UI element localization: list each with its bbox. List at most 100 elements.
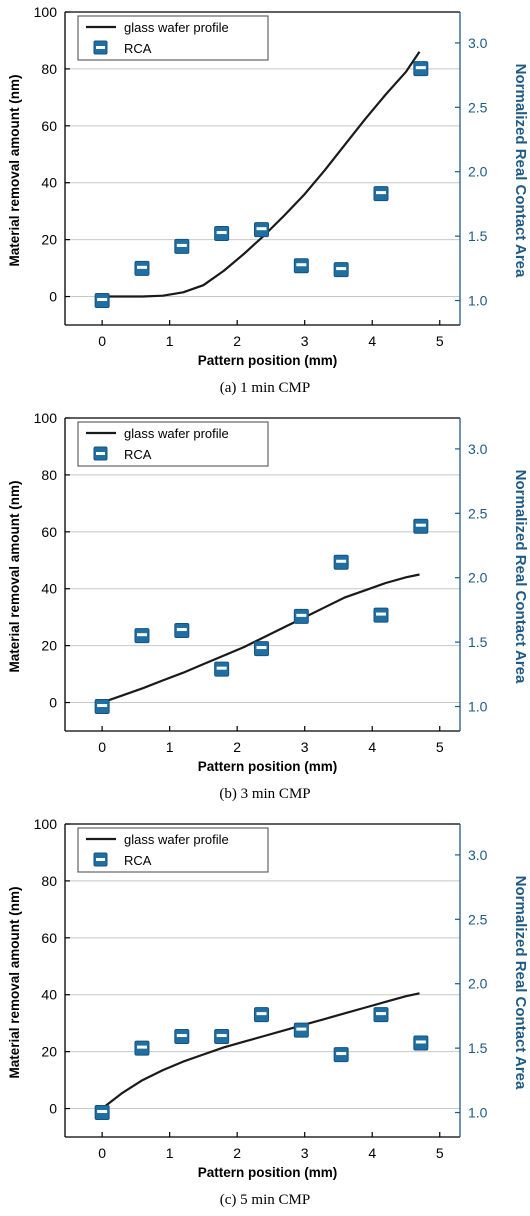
x-tick-label: 4 [368, 739, 376, 755]
y-tick-label: 40 [41, 987, 57, 1003]
y-tick-label: 60 [41, 930, 57, 946]
y-tick-label: 0 [49, 1101, 57, 1117]
legend-label-profile: glass wafer profile [124, 426, 229, 441]
y-tick-label: 60 [41, 118, 57, 134]
rca-marker [413, 61, 429, 77]
figure-b: 0 20 40 60 80 100 1.0 1.5 2.0 2.5 3.0 0 1 2 3 4 5 Pattern… [0, 406, 530, 806]
rca-marker [94, 1105, 110, 1121]
x-tick-label: 3 [301, 333, 309, 349]
y2-tick-label: 2.5 [468, 911, 488, 927]
legend: glass wafer profile RCA [77, 421, 269, 467]
x-tick-label: 5 [436, 333, 444, 349]
y-tick-label: 0 [49, 695, 57, 711]
y2-tick-label: 1.5 [468, 634, 488, 650]
rca-marker [413, 518, 429, 534]
x-tick-label: 4 [368, 1145, 376, 1161]
rca-marker [214, 226, 230, 242]
figure-c: 0 20 40 60 80 100 1.0 1.5 2.0 2.5 3.0 0 1 2 3 4 5 Pattern… [0, 812, 530, 1212]
rca-marker [333, 1047, 349, 1063]
rca-marker [174, 1029, 190, 1045]
x-tick-label: 1 [166, 1145, 174, 1161]
y2-tick-label: 3.0 [468, 847, 488, 863]
series-line-glass-wafer-profile [101, 992, 420, 1110]
y-tick-label: 100 [34, 816, 58, 832]
x-axis-title: Pattern position (mm) [198, 759, 338, 774]
x-tick-label: 3 [301, 1145, 309, 1161]
x-tick-label: 0 [98, 333, 106, 349]
legend-marker-swatch [93, 446, 108, 461]
legend: glass wafer profile RCA [77, 827, 269, 873]
y2-tick-label: 1.5 [468, 228, 488, 244]
y2-tick-label: 2.0 [468, 976, 488, 992]
chart-5min: 0 20 40 60 80 100 1.0 1.5 2.0 2.5 3.0 0 1 2 3 4 5 Pattern… [7, 816, 529, 1208]
y2-tick-label: 2.0 [468, 164, 488, 180]
y2-tick-label: 2.0 [468, 570, 488, 586]
y2-tick-label: 1.0 [468, 699, 488, 715]
rca-marker [413, 1035, 429, 1051]
y-tick-label: 80 [41, 61, 57, 77]
y-axis-title: Material removal amount (nm) [7, 886, 22, 1078]
y-axis-title: Material removal amount (nm) [7, 480, 22, 672]
rca-marker [373, 1007, 389, 1023]
y2-tick-label: 1.5 [468, 1040, 488, 1056]
x-tick-label: 5 [436, 1145, 444, 1161]
x-tick-label: 5 [436, 739, 444, 755]
x-tick-label: 3 [301, 739, 309, 755]
series-line-glass-wafer-profile [102, 51, 421, 298]
rca-marker [293, 258, 309, 274]
legend-marker-swatch [93, 852, 108, 867]
legend-label-rca: RCA [124, 41, 152, 56]
y2-axis-title: Normalized Real Contact Area [512, 876, 529, 1090]
legend-label-rca: RCA [124, 853, 152, 868]
y-tick-label: 80 [41, 873, 57, 889]
rca-marker [333, 554, 349, 570]
figure-a: 0 20 40 60 80 100 1.0 1.5 2.0 2.5 3.0 0 1 2 3 4 5 Pattern… [0, 0, 530, 400]
rca-marker [253, 641, 269, 657]
y2-tick-label: 1.0 [468, 293, 488, 309]
y-tick-label: 20 [41, 1044, 57, 1060]
legend: glass wafer profile RCA [77, 15, 269, 61]
y-tick-label: 100 [34, 410, 58, 426]
y-tick-label: 20 [41, 232, 57, 248]
x-tick-label: 2 [233, 739, 241, 755]
rca-marker [134, 260, 150, 276]
x-tick-label: 0 [98, 739, 106, 755]
rca-marker [214, 1029, 230, 1045]
rca-marker [333, 262, 349, 278]
legend-marker-swatch [93, 40, 108, 55]
legend-label-rca: RCA [124, 447, 152, 462]
x-tick-label: 4 [368, 333, 376, 349]
y-axis-title: Material removal amount (nm) [7, 74, 22, 266]
y2-axis-title: Normalized Real Contact Area [512, 64, 529, 278]
x-tick-label: 1 [166, 739, 174, 755]
chart-3min: 0 20 40 60 80 100 1.0 1.5 2.0 2.5 3.0 0 1 2 3 4 5 Pattern… [7, 410, 529, 802]
y-tick-label: 20 [41, 638, 57, 654]
y2-tick-label: 2.5 [468, 99, 488, 115]
series-line-glass-wafer-profile [101, 573, 420, 704]
rca-marker [134, 628, 150, 644]
legend-label-profile: glass wafer profile [124, 20, 229, 35]
rca-marker [94, 699, 110, 715]
x-axis-title: Pattern position (mm) [198, 353, 338, 368]
chart-1min: 0 20 40 60 80 100 1.0 1.5 2.0 2.5 3.0 0 1 2 3 4 5 Pattern… [7, 4, 529, 396]
legend-label-profile: glass wafer profile [124, 832, 229, 847]
y2-axis-title: Normalized Real Contact Area [512, 470, 529, 684]
rca-marker [253, 222, 269, 238]
x-tick-label: 2 [233, 1145, 241, 1161]
rca-marker [253, 1007, 269, 1023]
rca-marker [373, 186, 389, 202]
y-tick-label: 0 [49, 289, 57, 305]
rca-marker [293, 1022, 309, 1038]
rca-marker [214, 661, 230, 677]
y2-tick-label: 3.0 [468, 441, 488, 457]
y-tick-label: 40 [41, 581, 57, 597]
y2-tick-label: 1.0 [468, 1105, 488, 1121]
figure-caption: (a) 1 min CMP [220, 380, 310, 396]
rca-marker [373, 607, 389, 623]
y-tick-label: 80 [41, 467, 57, 483]
y-tick-label: 60 [41, 524, 57, 540]
rca-marker [94, 293, 110, 309]
rca-marker [134, 1040, 150, 1056]
rca-marker [293, 608, 309, 624]
x-axis-title: Pattern position (mm) [198, 1165, 338, 1180]
